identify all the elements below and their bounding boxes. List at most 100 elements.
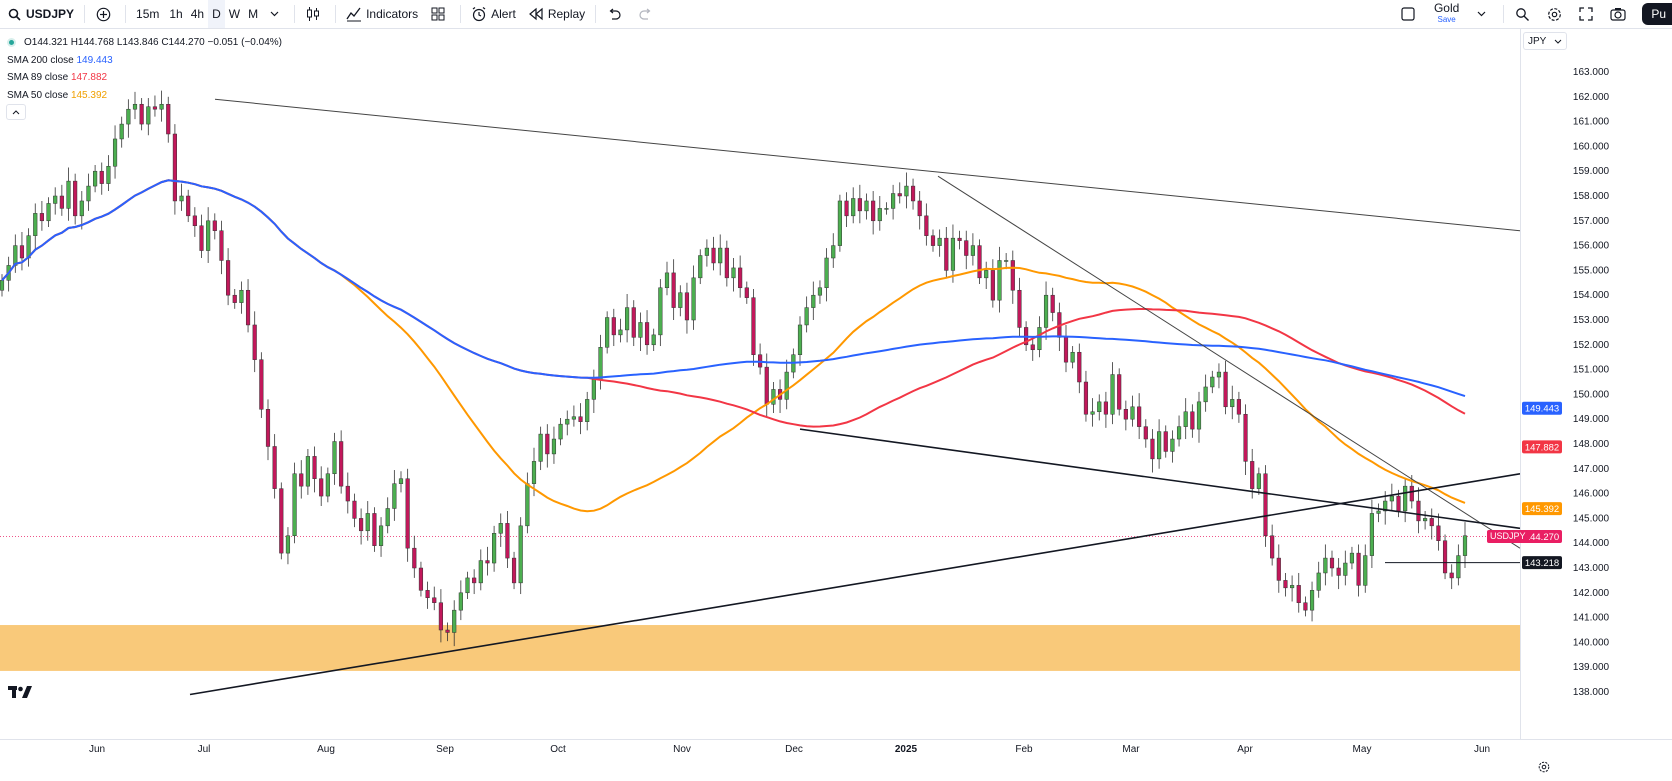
timeframe-label: 15m bbox=[136, 7, 160, 21]
candle-body bbox=[279, 488, 284, 554]
price-label-badge: 143.218 bbox=[1522, 556, 1562, 570]
templates-button[interactable] bbox=[424, 0, 456, 28]
candle bbox=[711, 236, 716, 271]
candle bbox=[1170, 430, 1175, 463]
candle bbox=[265, 399, 271, 461]
timeframe-15m[interactable]: 15m bbox=[130, 0, 165, 28]
layout-name-button[interactable]: Gold Save bbox=[1426, 2, 1467, 25]
compare-button[interactable] bbox=[89, 0, 121, 28]
timeframe-dropdown[interactable] bbox=[262, 0, 290, 28]
timeframe-d[interactable]: D bbox=[208, 0, 225, 28]
price-axis[interactable]: 163.000 162.000 161.000 160.000 159.000 158.0… bbox=[1520, 29, 1672, 739]
candle-body bbox=[950, 237, 956, 271]
candle bbox=[1356, 544, 1361, 597]
legend-sma89[interactable]: SMA 89 close 147.882 bbox=[7, 69, 282, 87]
candle bbox=[1010, 250, 1015, 304]
candle-body bbox=[1349, 552, 1355, 564]
candle bbox=[1283, 572, 1288, 597]
candle-body bbox=[19, 245, 25, 259]
candle bbox=[272, 434, 277, 499]
candle bbox=[591, 369, 596, 413]
chevron-up-icon bbox=[12, 107, 20, 117]
settings-button[interactable] bbox=[1540, 0, 1572, 28]
chart-type-button[interactable] bbox=[299, 0, 331, 28]
candle bbox=[245, 279, 251, 333]
layout-dropdown[interactable] bbox=[1467, 0, 1499, 28]
time-tick-label: Oct bbox=[550, 744, 566, 755]
candle bbox=[797, 316, 803, 366]
currency-selector[interactable]: JPY bbox=[1523, 32, 1567, 50]
candle-body bbox=[1409, 485, 1414, 502]
candle bbox=[1343, 550, 1348, 586]
candle bbox=[458, 580, 463, 621]
redo-button[interactable] bbox=[632, 0, 664, 28]
candle-body bbox=[1170, 438, 1175, 452]
axis-settings-button[interactable] bbox=[1538, 760, 1550, 773]
candle bbox=[731, 258, 736, 292]
candle-body bbox=[897, 193, 902, 197]
candle bbox=[724, 240, 729, 287]
candle-body bbox=[1442, 540, 1448, 574]
candle-body bbox=[1256, 473, 1261, 489]
candle bbox=[684, 282, 690, 334]
legend-collapse-button[interactable] bbox=[6, 104, 26, 120]
candle bbox=[132, 91, 138, 120]
candle bbox=[525, 472, 530, 534]
indicators-button[interactable]: Indicators bbox=[340, 0, 424, 28]
candle bbox=[1203, 374, 1208, 412]
layout-save-status: Save bbox=[1437, 15, 1456, 24]
legend-sma200[interactable]: SMA 200 close 149.443 bbox=[7, 52, 282, 70]
candle-body bbox=[990, 270, 995, 301]
timeframe-m[interactable]: M bbox=[244, 0, 262, 28]
candle-body bbox=[159, 103, 164, 110]
layout-toggle-button[interactable] bbox=[1394, 0, 1426, 28]
snapshot-button[interactable] bbox=[1604, 0, 1636, 28]
undo-button[interactable] bbox=[600, 0, 632, 28]
quick-search-button[interactable] bbox=[1508, 0, 1540, 28]
candle-body bbox=[1077, 351, 1082, 383]
candle-body bbox=[352, 500, 357, 519]
candle bbox=[704, 239, 709, 267]
time-axis[interactable]: Jun Jul Aug Sep Oct Nov Dec 2025 Feb Mar Apr May Jun bbox=[0, 739, 1672, 778]
candle-body bbox=[1163, 431, 1168, 452]
publish-button[interactable]: Pu bbox=[1642, 3, 1672, 25]
candle-body bbox=[910, 185, 916, 202]
candle-body bbox=[1283, 580, 1288, 589]
candle bbox=[206, 207, 211, 263]
timeframe-4h[interactable]: 4h bbox=[187, 0, 208, 28]
timeframe-1h[interactable]: 1h bbox=[165, 0, 186, 28]
candle-body bbox=[797, 324, 803, 355]
replay-button[interactable]: Replay bbox=[522, 0, 591, 28]
candle bbox=[1403, 477, 1408, 523]
candle-body bbox=[292, 473, 297, 537]
timeframe-w[interactable]: W bbox=[225, 0, 244, 28]
magnifier-sparkle-icon bbox=[1514, 6, 1530, 22]
candle bbox=[1303, 596, 1308, 617]
candle bbox=[378, 517, 384, 557]
candle-body bbox=[498, 523, 503, 534]
candle bbox=[1123, 400, 1128, 431]
fullscreen-button[interactable] bbox=[1572, 0, 1604, 28]
candle-body bbox=[738, 267, 743, 289]
legend-sma50[interactable]: SMA 50 close 145.392 bbox=[7, 87, 282, 105]
candle-body bbox=[59, 195, 64, 209]
candle bbox=[957, 230, 962, 250]
candle-body bbox=[312, 456, 317, 479]
candle-body bbox=[664, 272, 670, 289]
price-chart[interactable] bbox=[0, 29, 1520, 739]
candle-body bbox=[86, 185, 91, 202]
candle-body bbox=[79, 200, 84, 217]
chevron-down-icon bbox=[1473, 6, 1489, 22]
candle-body bbox=[651, 334, 656, 346]
candle-body bbox=[472, 577, 477, 584]
alert-button[interactable]: Alert bbox=[465, 0, 522, 28]
symbol-search[interactable]: USDJPY bbox=[0, 0, 80, 28]
candle-body bbox=[485, 560, 490, 564]
candle-body bbox=[285, 535, 291, 554]
candle-body bbox=[891, 193, 896, 209]
candle-body bbox=[1110, 374, 1115, 415]
candle-body bbox=[937, 237, 942, 246]
timeframe-label: D bbox=[212, 7, 221, 21]
candle-body bbox=[1150, 438, 1155, 460]
candle-body bbox=[1017, 289, 1022, 328]
